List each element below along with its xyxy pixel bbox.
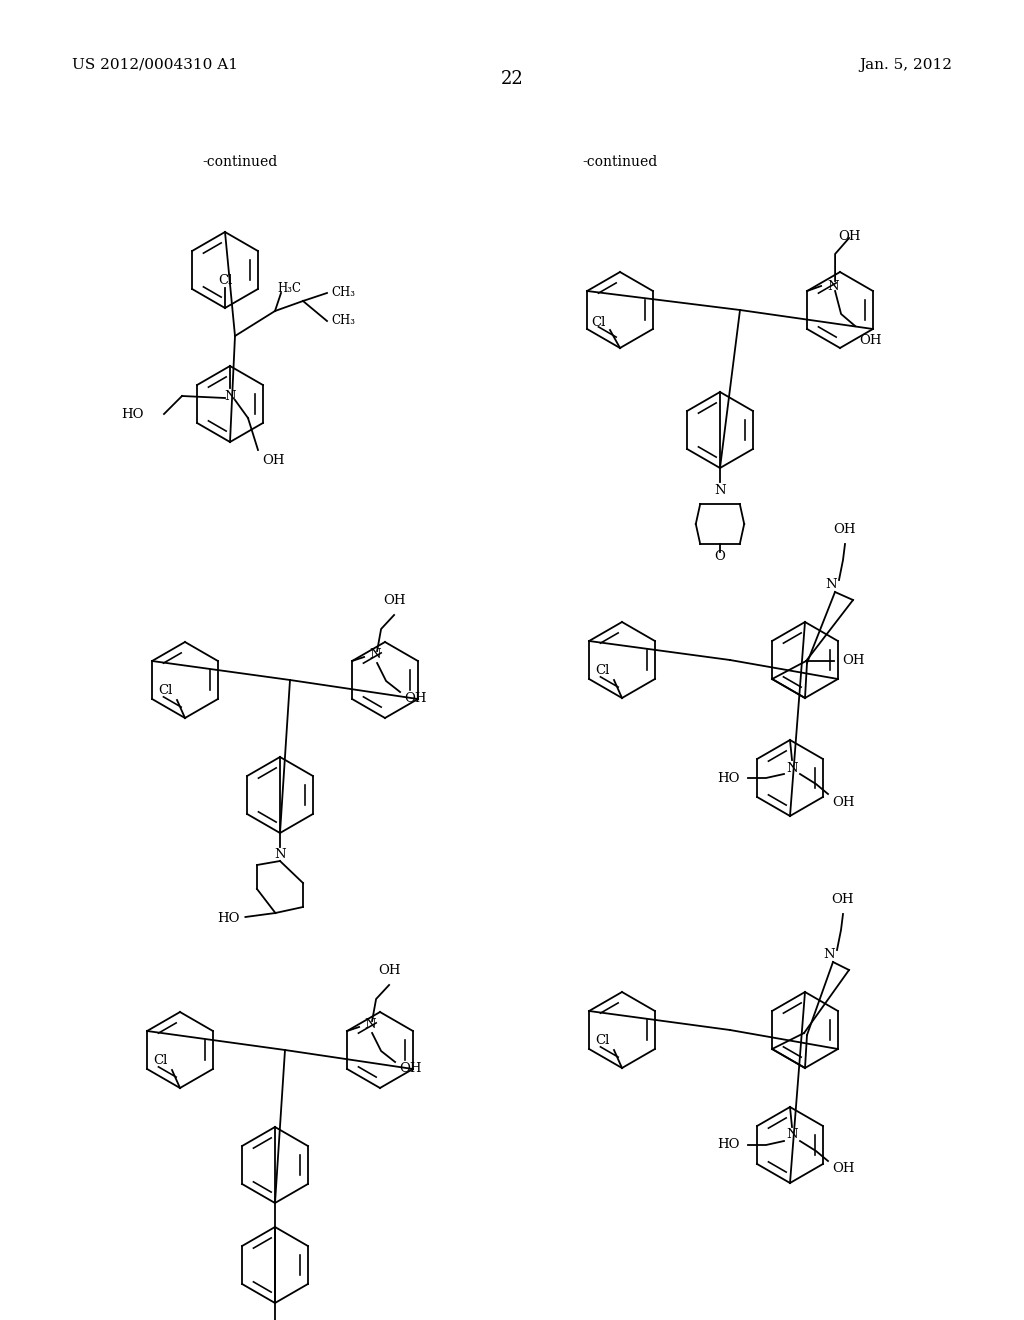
Text: OH: OH (831, 894, 854, 906)
Text: OH: OH (383, 594, 406, 607)
Text: OH: OH (831, 796, 854, 808)
Text: HO: HO (122, 408, 144, 421)
Text: N: N (825, 578, 837, 590)
Text: CH₃: CH₃ (331, 286, 355, 300)
Text: OH: OH (378, 964, 400, 977)
Text: OH: OH (834, 523, 856, 536)
Text: US 2012/0004310 A1: US 2012/0004310 A1 (72, 58, 238, 73)
Text: H₃C: H₃C (278, 282, 301, 296)
Text: Cl: Cl (218, 273, 232, 286)
Text: O: O (715, 549, 725, 562)
Text: -continued: -continued (583, 154, 657, 169)
Text: OH: OH (859, 334, 882, 347)
Text: N: N (714, 483, 726, 496)
Text: N: N (274, 849, 286, 862)
Text: N: N (786, 1129, 798, 1142)
Text: Cl: Cl (154, 1055, 168, 1068)
Text: HO: HO (718, 771, 740, 784)
Text: N: N (786, 762, 798, 775)
Text: Jan. 5, 2012: Jan. 5, 2012 (859, 58, 952, 73)
Text: CH₃: CH₃ (331, 314, 355, 327)
Text: OH: OH (262, 454, 285, 466)
Text: -continued: -continued (203, 154, 278, 169)
Text: N: N (369, 648, 381, 661)
Text: Cl: Cl (159, 685, 173, 697)
Text: N: N (827, 280, 839, 293)
Text: OH: OH (404, 693, 427, 705)
Text: N: N (365, 1019, 376, 1031)
Text: N: N (823, 948, 835, 961)
Text: OH: OH (838, 230, 860, 243)
Text: HO: HO (718, 1138, 740, 1151)
Text: HO: HO (217, 912, 240, 925)
Text: Cl: Cl (592, 315, 606, 329)
Text: OH: OH (831, 1163, 854, 1176)
Text: OH: OH (399, 1063, 422, 1076)
Text: OH: OH (842, 655, 864, 668)
Text: N: N (224, 389, 236, 403)
Text: 22: 22 (501, 70, 523, 88)
Text: Cl: Cl (596, 664, 610, 677)
Text: Cl: Cl (596, 1035, 610, 1048)
